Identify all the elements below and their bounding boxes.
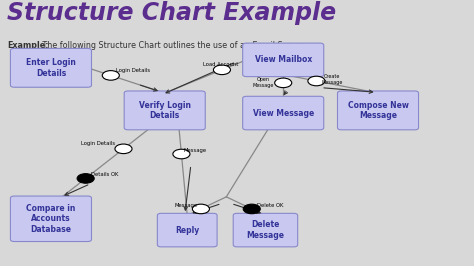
FancyBboxPatch shape bbox=[243, 96, 324, 130]
Circle shape bbox=[213, 65, 230, 75]
Circle shape bbox=[77, 174, 94, 183]
FancyBboxPatch shape bbox=[157, 213, 217, 247]
Text: Example:: Example: bbox=[7, 41, 49, 50]
Text: Enter Login
Details: Enter Login Details bbox=[26, 58, 76, 77]
FancyBboxPatch shape bbox=[124, 91, 205, 130]
FancyBboxPatch shape bbox=[233, 213, 298, 247]
Text: View Message: View Message bbox=[253, 109, 314, 118]
Text: View Mailbox: View Mailbox bbox=[255, 55, 312, 64]
Text: Structure Chart Example: Structure Chart Example bbox=[7, 1, 336, 25]
Text: Message: Message bbox=[184, 148, 207, 153]
FancyBboxPatch shape bbox=[243, 43, 324, 77]
Text: Login Details: Login Details bbox=[81, 141, 115, 146]
Circle shape bbox=[102, 70, 119, 80]
FancyBboxPatch shape bbox=[337, 91, 419, 130]
Text: Create
Message: Create Message bbox=[321, 74, 343, 85]
Text: Reply: Reply bbox=[175, 226, 200, 235]
Text: Load Account: Load Account bbox=[203, 62, 238, 67]
Text: Details OK: Details OK bbox=[91, 172, 118, 177]
Circle shape bbox=[308, 76, 325, 86]
Text: Open
Message: Open Message bbox=[252, 77, 274, 88]
Text: Message: Message bbox=[175, 203, 198, 207]
Circle shape bbox=[173, 149, 190, 159]
Text: Compare in
Accounts
Database: Compare in Accounts Database bbox=[26, 204, 76, 234]
Text: Delete OK: Delete OK bbox=[257, 203, 284, 207]
Text: Delete
Message: Delete Message bbox=[246, 221, 284, 240]
FancyBboxPatch shape bbox=[10, 48, 91, 87]
Text: Verify Login
Details: Verify Login Details bbox=[139, 101, 191, 120]
FancyBboxPatch shape bbox=[10, 196, 91, 242]
Circle shape bbox=[192, 204, 210, 214]
Circle shape bbox=[243, 204, 260, 214]
Circle shape bbox=[115, 144, 132, 154]
Text: The following Structure Chart outlines the use of an Email Server: The following Structure Chart outlines t… bbox=[40, 41, 304, 50]
Text: Login Details: Login Details bbox=[116, 68, 150, 73]
Text: Compose New
Message: Compose New Message bbox=[347, 101, 409, 120]
Circle shape bbox=[275, 78, 292, 88]
